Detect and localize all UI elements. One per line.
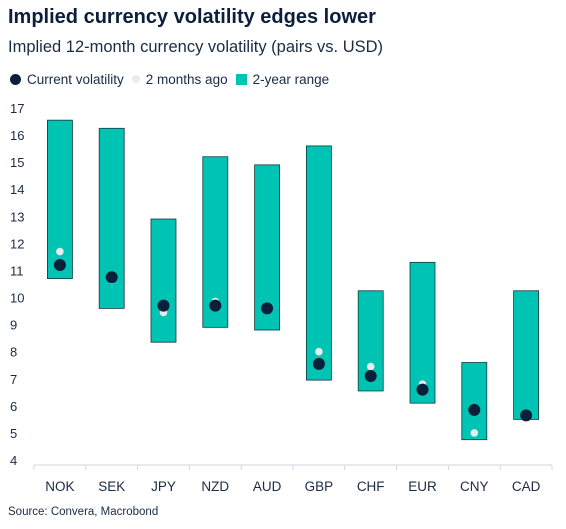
range-bar (461, 362, 488, 441)
legend-item-current: Current volatility (10, 72, 124, 87)
dot-2-months-ago (366, 362, 375, 371)
y-tick-label: 14 (10, 182, 24, 197)
range-bar (305, 145, 332, 381)
x-tick-label: GBP (305, 479, 334, 494)
dot-current (416, 383, 429, 396)
source-note: Source: Convera, Macrobond (8, 506, 159, 518)
legend-swatch-2-year-range (235, 73, 247, 85)
y-tick-label: 17 (10, 101, 24, 116)
dot-2-months-ago (56, 247, 64, 256)
legend-label-2-months-ago: 2 months ago (145, 71, 228, 87)
legend-item-2-months-ago: 2 months ago (131, 71, 228, 87)
chart-legend: Current volatility 2 months ago 2-year r… (10, 70, 337, 88)
chart-subtitle: Implied 12-month currency volatility (pa… (8, 38, 384, 56)
dot-current (105, 271, 118, 284)
chart-title: Implied currency volatility edges lower (8, 6, 376, 28)
range-bar (254, 164, 281, 331)
y-tick-label: 10 (10, 291, 24, 306)
y-tick-label: 6 (10, 399, 17, 414)
x-tick-label: EUR (408, 479, 437, 494)
legend-label-current: Current volatility (27, 71, 124, 87)
dot-current (312, 357, 325, 370)
y-tick-label: 8 (10, 345, 17, 360)
y-tick-label: 9 (10, 318, 17, 333)
dot-2-months-ago (315, 347, 323, 356)
y-tick-label: 4 (10, 453, 17, 468)
dot-current (520, 409, 533, 422)
dot-current (468, 403, 481, 416)
y-tick-label: 5 (10, 426, 17, 441)
x-tick-label: CNY (460, 479, 489, 494)
legend-swatch-2-months-ago (131, 75, 140, 83)
x-tick-label: NZD (201, 479, 229, 494)
x-tick-label: AUD (253, 479, 282, 494)
y-tick-label: 7 (10, 372, 17, 387)
dot-2-months-ago (470, 429, 479, 437)
y-tick-label: 12 (10, 236, 24, 251)
dot-current (53, 259, 66, 272)
y-tick-label: 15 (10, 155, 24, 170)
y-tick-label: 11 (10, 263, 24, 278)
legend-item-2-year-range: 2-year range (235, 71, 330, 87)
x-tick-label: CAD (512, 479, 541, 494)
range-bar (513, 290, 539, 420)
x-tick-label: NOK (45, 479, 74, 494)
legend-swatch-current (10, 73, 21, 85)
dot-current (364, 370, 377, 383)
y-tick-label: 16 (10, 128, 24, 143)
y-tick-label: 13 (10, 209, 24, 224)
dot-current (157, 299, 170, 312)
dot-current (209, 299, 222, 312)
range-bar (409, 261, 436, 404)
x-tick-label: CHF (357, 479, 385, 494)
x-tick-label: SEK (98, 479, 125, 494)
x-tick-label: JPY (151, 479, 176, 494)
dot-current (261, 302, 274, 315)
legend-label-2-year-range: 2-year range (252, 71, 330, 87)
range-bar (150, 218, 177, 343)
